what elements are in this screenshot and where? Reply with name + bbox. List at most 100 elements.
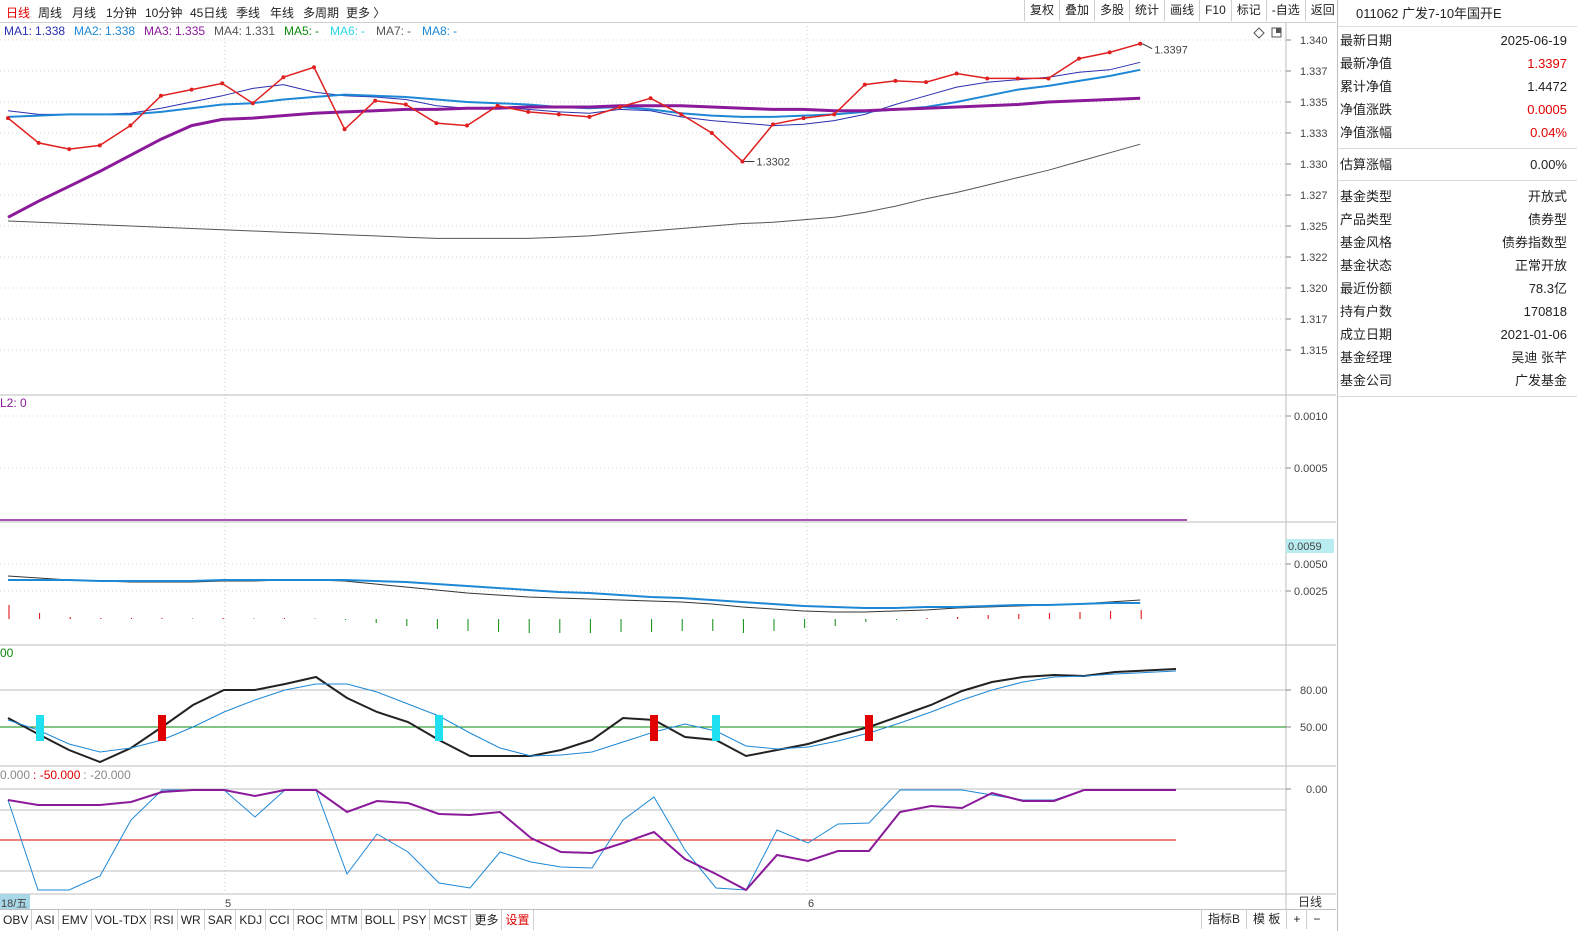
y-tick-label: 1.340 (1300, 35, 1328, 47)
mark-button[interactable]: 标记 (1230, 0, 1266, 21)
legend-ma8: MA8: - (422, 24, 457, 38)
legend-value: - (407, 24, 411, 38)
ma1-series (7, 61, 1141, 127)
divider (1338, 180, 1577, 181)
indicator-tab-asi[interactable]: ASI (32, 910, 59, 930)
f10-button[interactable]: F10 (1199, 0, 1231, 21)
multi-stock-button[interactable]: 多股 (1094, 0, 1129, 21)
y-tick-label: 1.335 (1300, 97, 1328, 109)
indicator-tab-sar[interactable]: SAR (205, 910, 237, 930)
current-date-badge (0, 894, 30, 909)
indicator-tab-emv[interactable]: EMV (59, 910, 92, 930)
panel5-label-part: : -20.000 (83, 768, 131, 782)
nav-point (740, 159, 745, 164)
indicator-tab-wr[interactable]: WR (178, 910, 205, 930)
info-value: 1.4472 (1527, 79, 1567, 94)
info-row: 基金经理 吴迪 张芊 (1338, 346, 1577, 369)
template-button[interactable]: 模 板 (1246, 909, 1286, 929)
info-label: 基金公司 (1340, 373, 1393, 388)
back-button[interactable]: 返回 (1304, 0, 1340, 21)
nav-point (1077, 56, 1081, 61)
indicator-tab--[interactable]: 更多 (471, 910, 503, 930)
info-row: 净值涨幅 0.04% (1338, 121, 1577, 144)
ma4-series (7, 143, 1141, 239)
tab-monthly[interactable]: 月线 (72, 6, 97, 20)
tab-1min[interactable]: 1分钟 (106, 6, 137, 20)
indicator-tab--[interactable]: 设置 (502, 910, 534, 930)
nav-point (1107, 50, 1112, 55)
nav-series (7, 42, 1141, 163)
nav-point (189, 87, 194, 92)
indicator-tab-vol-tdx[interactable]: VOL-TDX (92, 910, 151, 930)
tab-quarterly[interactable]: 季线 (236, 6, 261, 20)
legend-label: MA1: (4, 24, 32, 38)
indicator-tab-obv[interactable]: OBV (0, 910, 33, 930)
tab-yearly[interactable]: 年线 (270, 6, 295, 20)
nav-point (771, 122, 775, 127)
y-tick-label: 1.315 (1300, 345, 1328, 357)
legend-value: - (315, 24, 319, 38)
nav-point (862, 82, 867, 87)
info-value: 2021-01-06 (1500, 327, 1568, 342)
info-value: 正常开放 (1514, 258, 1567, 273)
nav-point (618, 104, 622, 109)
statistics-button[interactable]: 统计 (1129, 0, 1164, 21)
fund-info-panel: 011062 广发7-10年国开E 最新日期 2025-06-19 最新净值 1.33… (1337, 0, 1577, 931)
legend-ma4: MA4: 1.331 (214, 24, 275, 38)
indicator-tab-psy[interactable]: PSY (399, 910, 431, 930)
indicator-tab-kdj[interactable]: KDJ (236, 910, 267, 930)
nav-point (67, 147, 72, 152)
info-row: 净值涨跌 0.0005 (1338, 98, 1577, 121)
indicator-tab-roc[interactable]: ROC (294, 910, 328, 930)
indicator-tab-mcst[interactable]: MCST (430, 910, 472, 930)
indicator-tab-rsi[interactable]: RSI (151, 910, 178, 930)
nav-point (281, 75, 286, 80)
indicator-tab-cci[interactable]: CCI (266, 910, 294, 930)
nav-point (924, 80, 928, 85)
nav-point (220, 81, 225, 86)
info-label: 最新净值 (1340, 56, 1393, 71)
legend-label: MA8: (422, 24, 450, 38)
indicator-tab-mtm[interactable]: MTM (327, 910, 362, 930)
draw-line-button[interactable]: 画线 (1164, 0, 1199, 21)
legend-label: MA2: (74, 24, 102, 38)
legend-value: - (453, 24, 457, 38)
tab-45day[interactable]: 45日线 (190, 6, 228, 20)
nav-point (587, 114, 592, 119)
overlay-button[interactable]: 叠加 (1059, 0, 1094, 21)
nav-point (648, 96, 653, 101)
nav-point (159, 93, 163, 98)
nav-point (97, 143, 102, 148)
indicator-b-button[interactable]: 指标B (1201, 909, 1246, 929)
y-tick-label: 1.337 (1300, 66, 1328, 78)
info-row: 基金公司 广发基金 (1338, 369, 1577, 392)
info-label: 累计净值 (1340, 79, 1393, 94)
nav-point (36, 140, 41, 145)
tab-weekly[interactable]: 周线 (38, 6, 63, 20)
info-row: 累计净值 1.4472 (1338, 75, 1577, 98)
cross-marker (36, 715, 44, 741)
remove-watchlist-button[interactable]: -自选 (1265, 0, 1305, 21)
tab-10min[interactable]: 10分钟 (145, 6, 183, 20)
zoom-in-button[interactable]: + (1286, 909, 1306, 929)
nav-point (312, 65, 316, 70)
tab-multi-period[interactable]: 多周期 (303, 6, 340, 20)
info-value: 2025-06-19 (1500, 33, 1568, 48)
y-tick-label: 80.00 (1300, 685, 1328, 697)
legend-label: MA3: (144, 24, 172, 38)
nav-point (526, 109, 531, 114)
tab-daily[interactable]: 日线 (6, 6, 31, 20)
info-value: 1.3397 (1527, 56, 1567, 71)
y-tick-label: 0.0005 (1294, 463, 1328, 475)
zoom-out-button[interactable]: − (1306, 909, 1326, 929)
tab-more[interactable]: 更多 〉 (346, 6, 386, 20)
info-label: 持有户数 (1340, 304, 1393, 319)
legend-value: - (361, 24, 365, 38)
y-tick-label: 1.330 (1300, 159, 1328, 171)
adjust-button[interactable]: 复权 (1024, 0, 1059, 21)
info-value: 170818 (1523, 304, 1567, 319)
nav-point (1015, 76, 1020, 81)
legend-label: MA6: (330, 24, 358, 38)
indicator-tab-boll[interactable]: BOLL (362, 910, 400, 930)
